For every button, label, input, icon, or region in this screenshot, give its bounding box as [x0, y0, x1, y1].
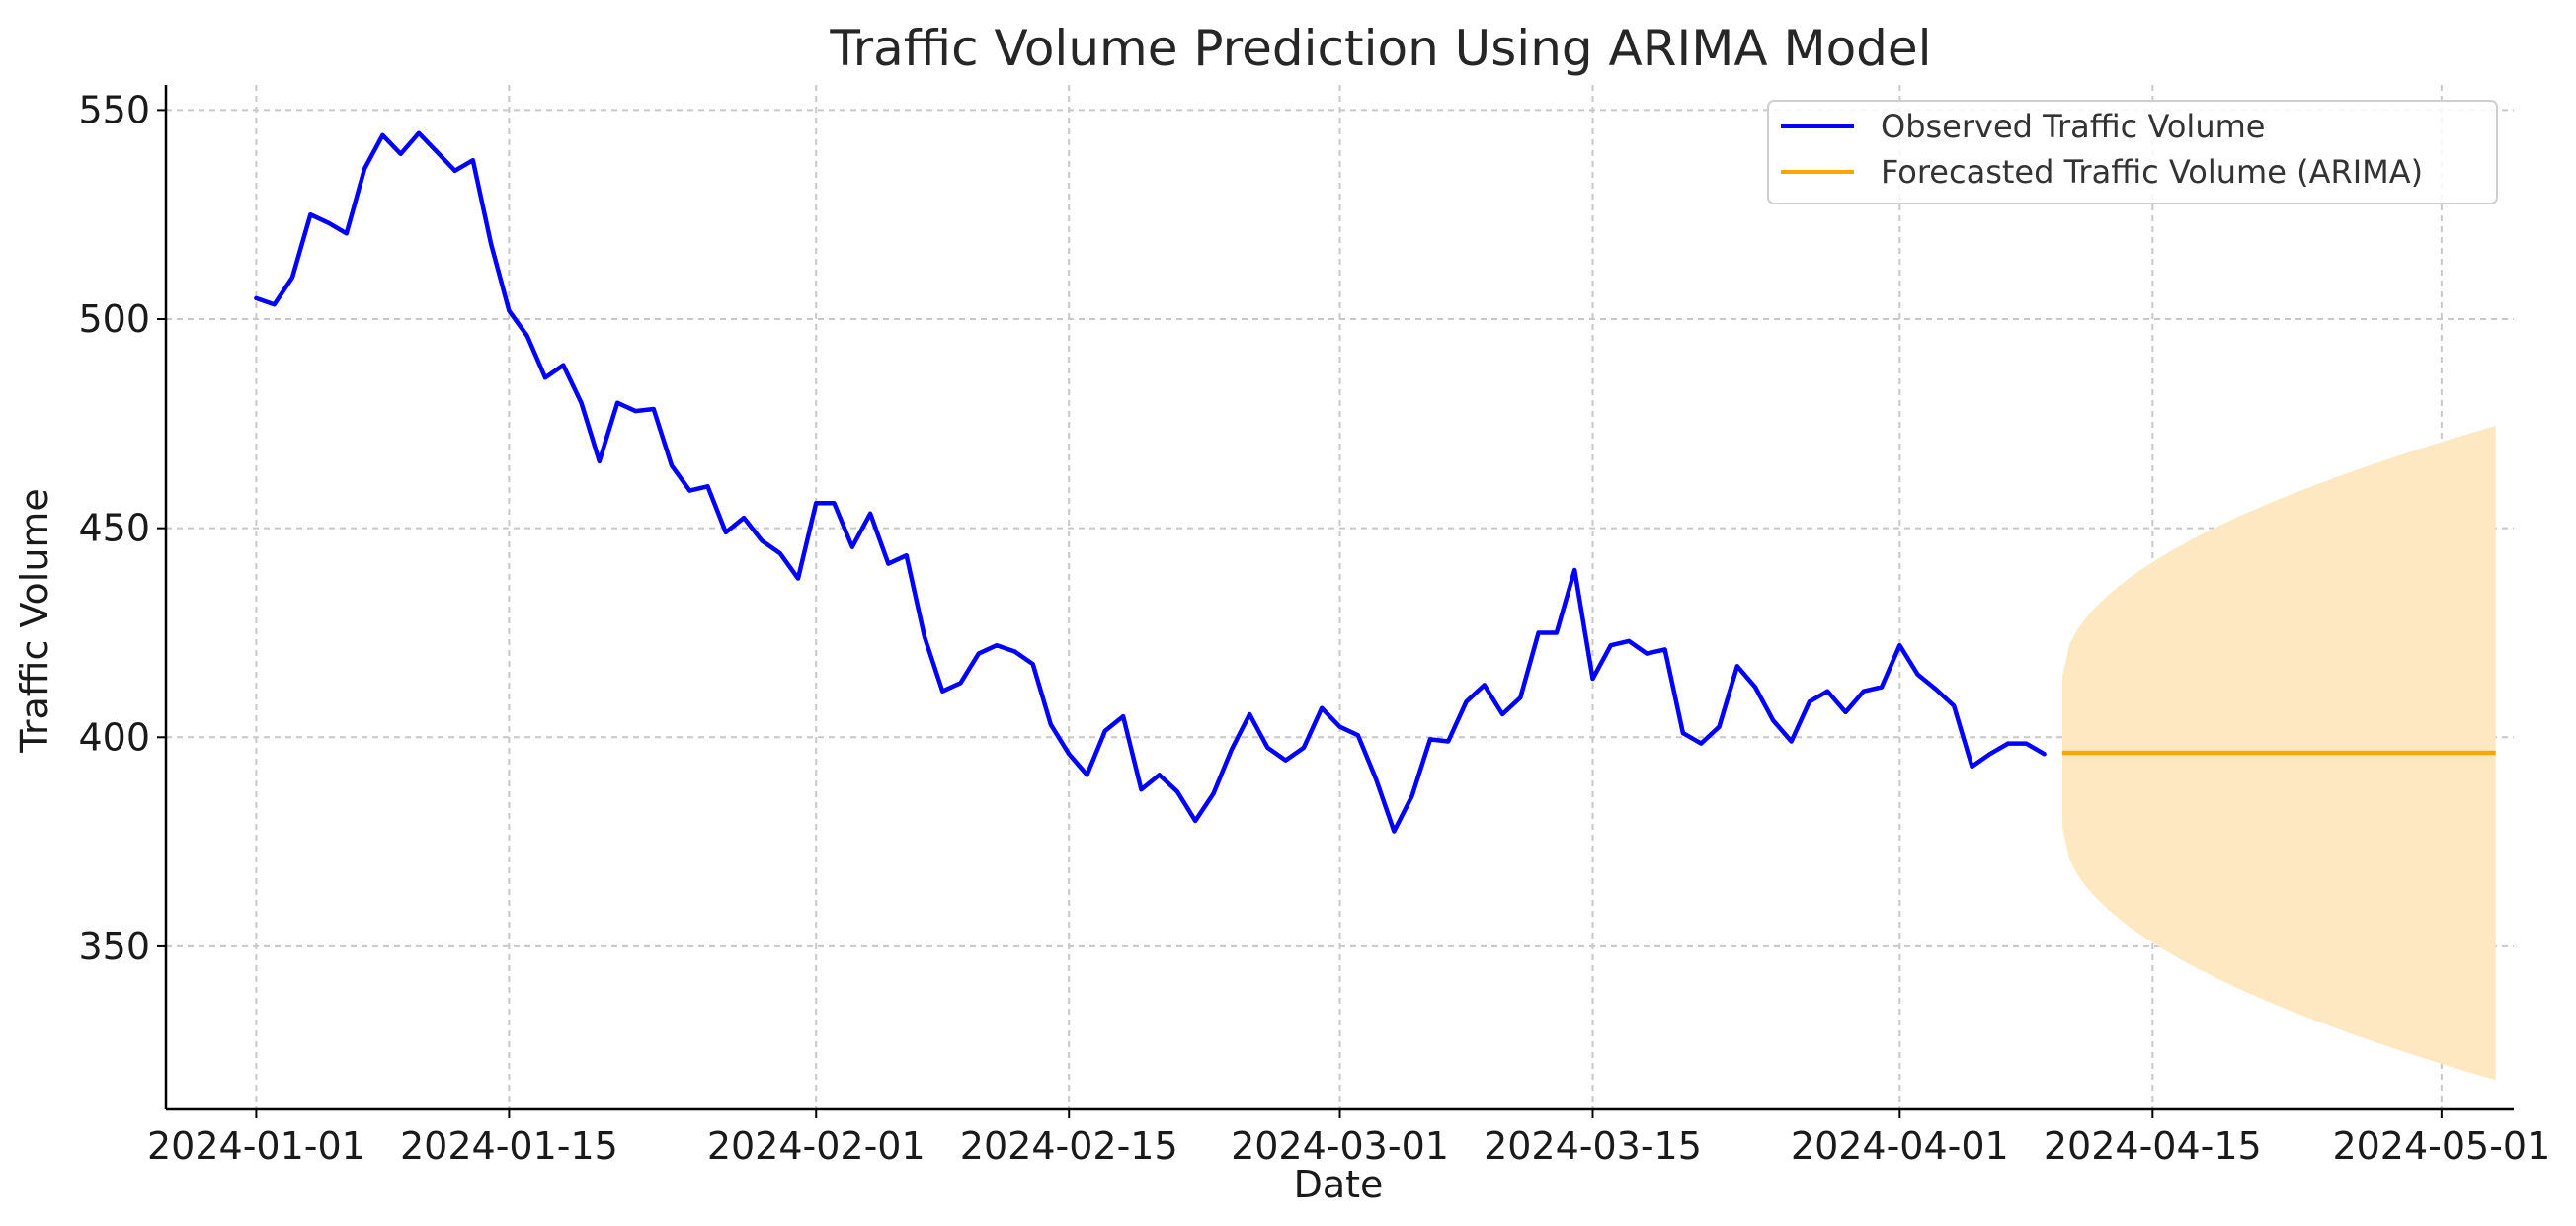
- y-tick-labels: 350 400 450 500 550: [78, 88, 150, 968]
- x-tick-label: 2024-04-01: [1791, 1124, 2009, 1168]
- legend-box: [1767, 100, 2498, 204]
- x-tick-label: 2024-02-01: [707, 1124, 926, 1168]
- y-tick-label: 450: [78, 507, 150, 550]
- y-tick-label: 350: [78, 925, 150, 968]
- x-tick-label: 2024-01-01: [147, 1124, 365, 1168]
- legend: Observed Traffic Volume Forecasted Traff…: [1767, 100, 2498, 204]
- y-tick-label: 550: [78, 88, 150, 131]
- series-layer: [254, 130, 2496, 834]
- x-tick-label: 2024-01-15: [400, 1124, 618, 1168]
- y-tick-label: 400: [78, 715, 150, 759]
- x-tick-label: 2024-05-01: [2332, 1124, 2550, 1168]
- x-tick-label: 2024-03-15: [1484, 1124, 1702, 1168]
- y-axis-label: Traffic Volume: [13, 488, 56, 754]
- x-tick-label: 2024-02-15: [960, 1124, 1178, 1168]
- observed-series-line: [254, 130, 2047, 834]
- axes: [157, 85, 2514, 1118]
- x-tick-label: 2024-03-01: [1231, 1124, 1449, 1168]
- x-tick-labels: 2024-01-01 2024-01-15 2024-02-01 2024-02-15…: [147, 1124, 2550, 1168]
- x-axis-label: Date: [1294, 1163, 1384, 1206]
- chart-title: Traffic Volume Prediction Using ARIMA Mo…: [829, 20, 1931, 77]
- y-tick-label: 500: [78, 297, 150, 341]
- legend-label-observed: Observed Traffic Volume: [1881, 108, 2265, 145]
- legend-label-forecast: Forecasted Traffic Volume (ARIMA): [1881, 153, 2423, 191]
- x-tick-label: 2024-04-15: [2044, 1124, 2262, 1168]
